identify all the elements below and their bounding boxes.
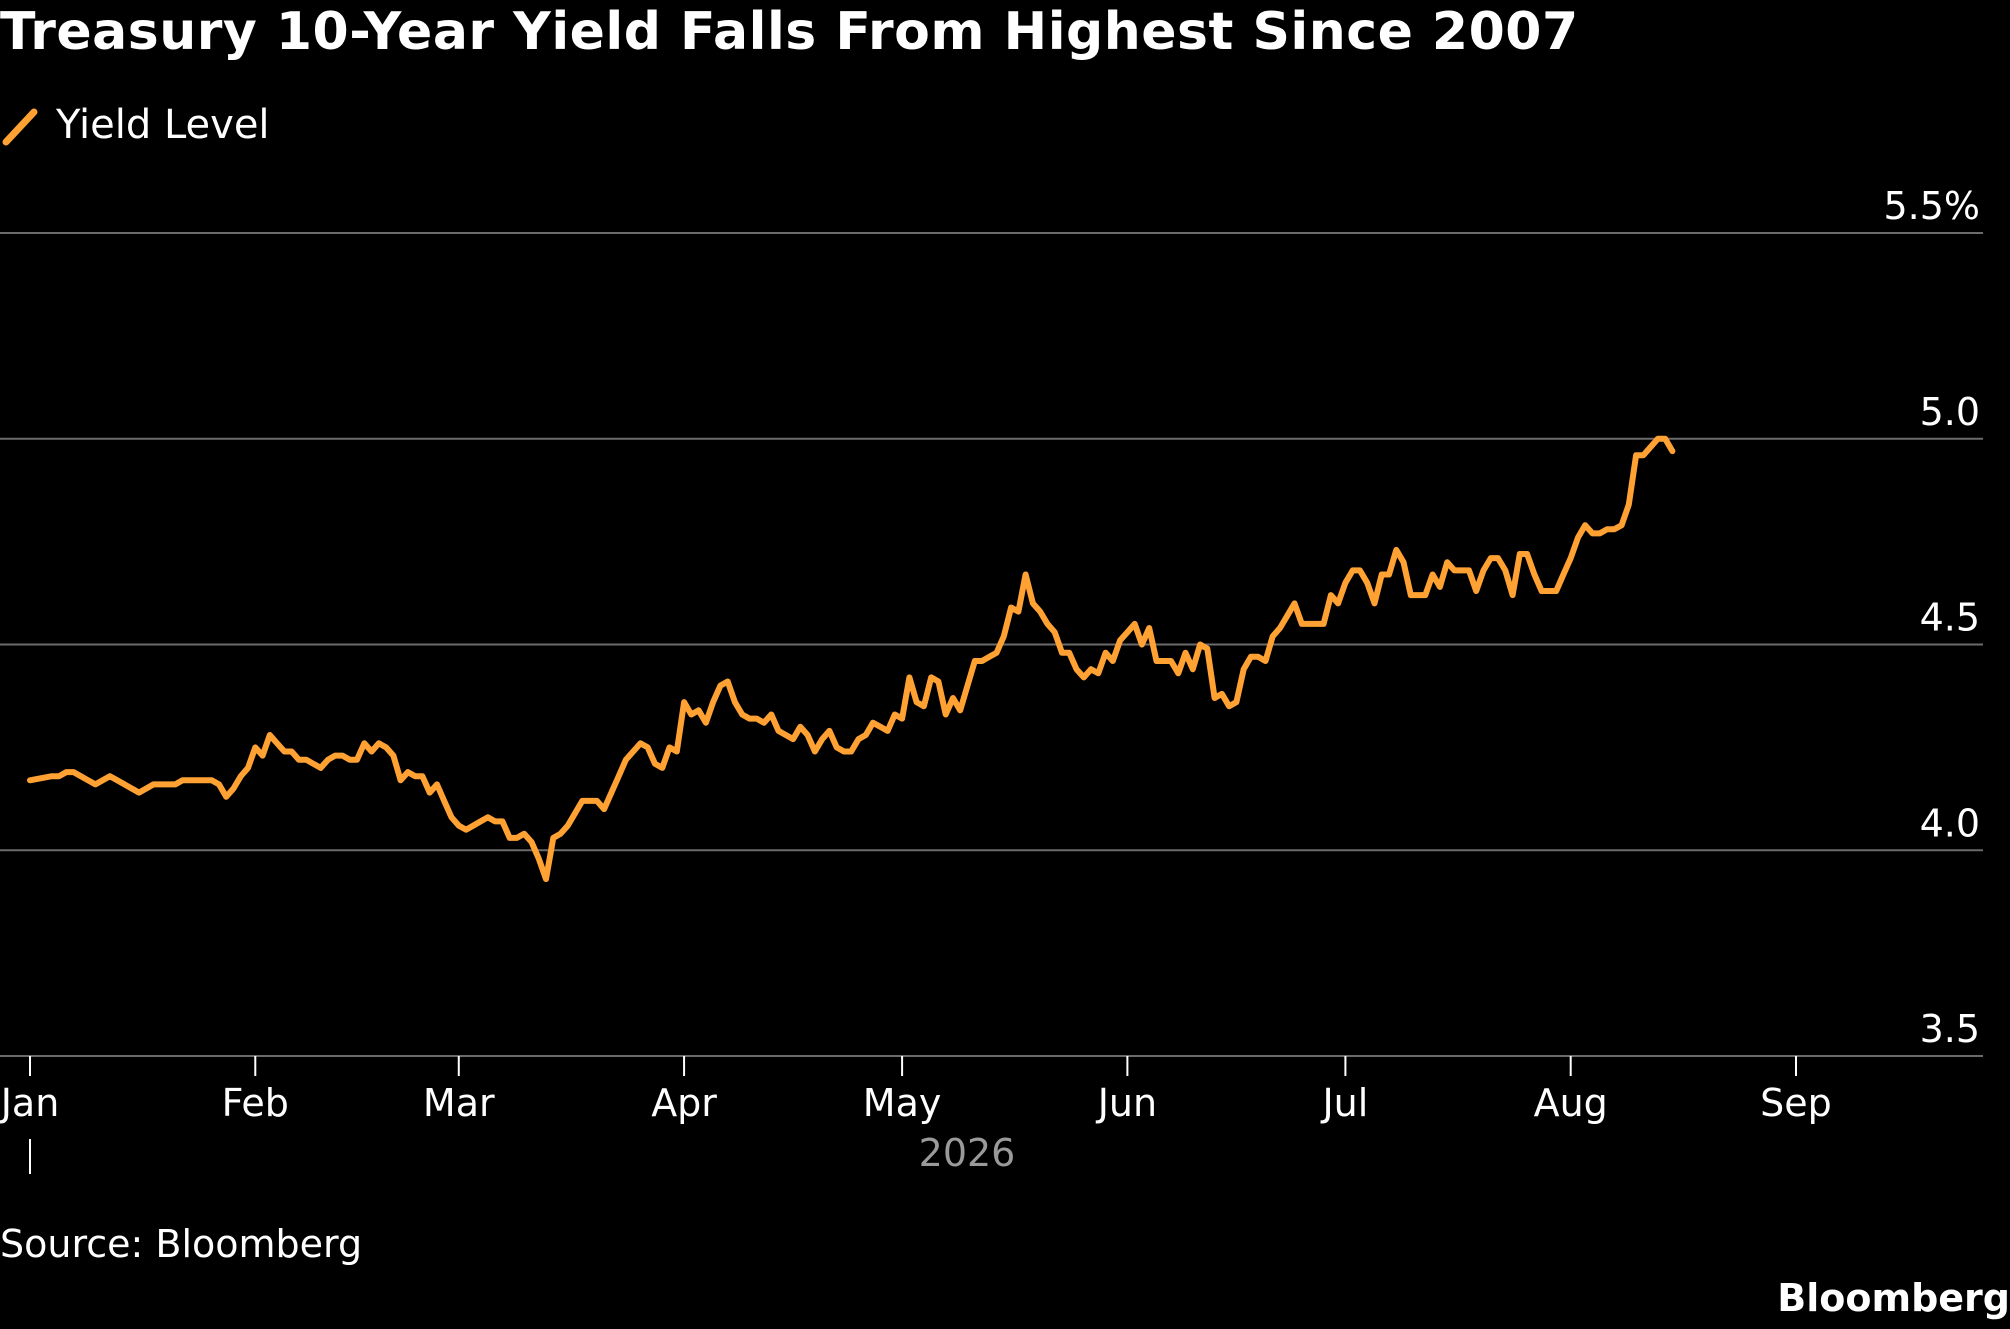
legend-label: Yield Level	[56, 102, 270, 148]
x-tick-label: Aug	[1534, 1081, 1608, 1125]
legend-swatch-line	[2, 108, 38, 146]
bloomberg-logo: Bloomberg	[1777, 1276, 2010, 1320]
x-tick-label: Apr	[651, 1081, 717, 1125]
series-line-yield-level	[27, 435, 1676, 883]
y-tick-label: 5.0	[1920, 390, 1980, 434]
x-tick-label: Feb	[222, 1081, 289, 1125]
x-tick-label: Mar	[423, 1081, 495, 1125]
y-tick-label: 3.5	[1920, 1007, 1980, 1051]
x-year-label: 2026	[919, 1131, 1016, 1175]
y-tick-label: 4.5	[1920, 596, 1980, 640]
grid-lines	[0, 232, 1983, 852]
y-tick-label: 4.0	[1920, 801, 1980, 845]
x-tick-label: May	[863, 1081, 942, 1125]
y-tick-label: 5.5%	[1883, 184, 1980, 228]
x-tick-label: Sep	[1760, 1081, 1832, 1125]
y-axis-tick-labels: 3.5 4.0 4.5 5.0 5.5%	[1883, 184, 1980, 1051]
x-tick-label: Jun	[1096, 1081, 1157, 1125]
x-tick-label: Jul	[1320, 1081, 1368, 1125]
x-tick-label: Jan	[0, 1081, 59, 1125]
source-note: Source: Bloomberg	[0, 1222, 363, 1266]
series-layer	[27, 435, 1676, 883]
line-chart: 3.5 4.0 4.5 5.0 5.5% Jan Feb Mar Apr May Jun Jul Au…	[0, 184, 1983, 1175]
x-axis: Jan Feb Mar Apr May Jun Jul Aug Sep 2026	[0, 1055, 1983, 1175]
chart-legend: Yield Level	[0, 100, 270, 150]
chart-title: Treasury 10-Year Yield Falls From Highes…	[0, 2, 1579, 62]
legend-line-icon	[2, 108, 38, 146]
